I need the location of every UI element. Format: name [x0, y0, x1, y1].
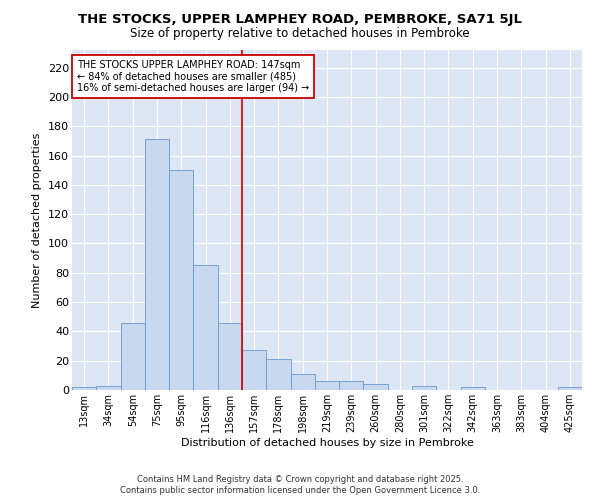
Bar	[169, 170, 193, 390]
Bar	[339, 381, 364, 390]
Bar	[315, 381, 339, 390]
Y-axis label: Number of detached properties: Number of detached properties	[32, 132, 43, 308]
Bar	[558, 387, 582, 390]
Bar	[96, 386, 121, 390]
X-axis label: Distribution of detached houses by size in Pembroke: Distribution of detached houses by size …	[181, 438, 473, 448]
Text: Contains HM Land Registry data © Crown copyright and database right 2025.: Contains HM Land Registry data © Crown c…	[137, 475, 463, 484]
Bar	[121, 322, 145, 390]
Bar	[145, 140, 169, 390]
Text: Size of property relative to detached houses in Pembroke: Size of property relative to detached ho…	[130, 28, 470, 40]
Bar	[72, 387, 96, 390]
Text: THE STOCKS, UPPER LAMPHEY ROAD, PEMBROKE, SA71 5JL: THE STOCKS, UPPER LAMPHEY ROAD, PEMBROKE…	[78, 12, 522, 26]
Bar	[193, 266, 218, 390]
Bar	[242, 350, 266, 390]
Bar	[218, 322, 242, 390]
Text: THE STOCKS UPPER LAMPHEY ROAD: 147sqm
← 84% of detached houses are smaller (485): THE STOCKS UPPER LAMPHEY ROAD: 147sqm ← …	[77, 60, 310, 94]
Bar	[364, 384, 388, 390]
Bar	[266, 359, 290, 390]
Bar	[461, 387, 485, 390]
Bar	[290, 374, 315, 390]
Text: Contains public sector information licensed under the Open Government Licence 3.: Contains public sector information licen…	[120, 486, 480, 495]
Bar	[412, 386, 436, 390]
